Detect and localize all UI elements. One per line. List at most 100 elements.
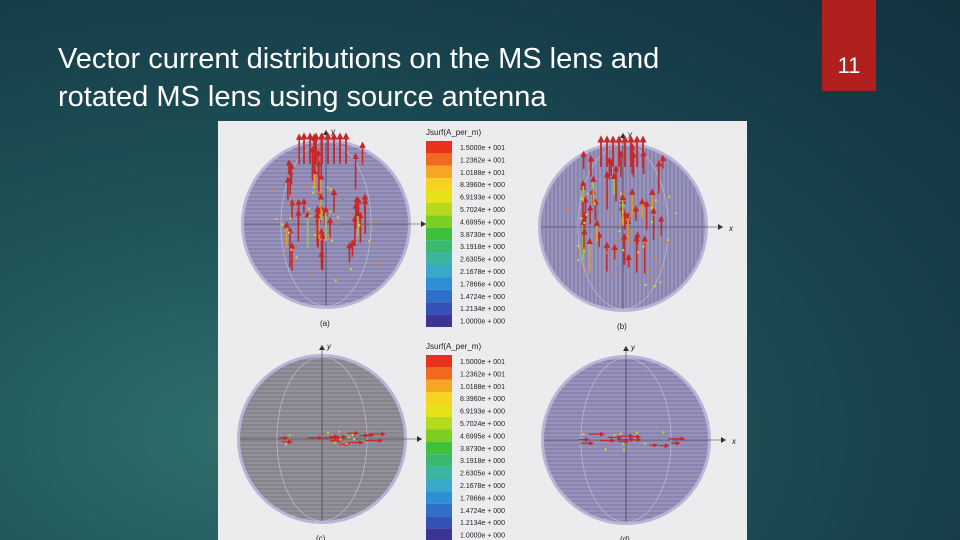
legend-title: Jsurf(A_per_m) bbox=[426, 342, 481, 351]
current-dot bbox=[272, 188, 276, 192]
x-axis-arrow bbox=[421, 221, 426, 227]
current-dot bbox=[345, 442, 348, 445]
vector-field bbox=[567, 135, 678, 288]
legend-swatch bbox=[426, 227, 452, 241]
current-dot bbox=[604, 196, 607, 199]
current-dot bbox=[619, 432, 622, 435]
legend-swatch bbox=[426, 479, 452, 492]
current-distribution-figure: xy(a)xy(b)xy(c)xy(d) Jsurf(A_per_m)1.500… bbox=[218, 121, 747, 540]
current-dot bbox=[567, 206, 570, 209]
current-dot bbox=[644, 283, 647, 287]
legend-value: 3.8730e + 000 bbox=[460, 232, 505, 239]
current-dot bbox=[351, 433, 354, 436]
current-dot bbox=[347, 210, 351, 213]
current-dot bbox=[333, 442, 336, 445]
current-dot bbox=[622, 443, 625, 446]
current-dot bbox=[287, 231, 291, 234]
current-dot bbox=[579, 216, 583, 220]
current-dot bbox=[653, 257, 656, 260]
current-dot bbox=[295, 256, 298, 259]
lens-panel: xy(c) bbox=[237, 342, 433, 540]
current-dot bbox=[643, 442, 647, 445]
legend-swatch bbox=[426, 367, 452, 380]
current-dot bbox=[327, 235, 331, 238]
legend-swatch bbox=[426, 466, 452, 479]
legend-swatch bbox=[426, 355, 452, 368]
current-dot bbox=[593, 202, 596, 205]
legend-value: 1.2362e + 001 bbox=[460, 371, 505, 378]
legend-value: 1.2134e + 000 bbox=[460, 306, 505, 313]
current-dot bbox=[577, 249, 580, 252]
current-dot bbox=[334, 279, 337, 282]
current-dot bbox=[577, 259, 580, 262]
current-dot bbox=[659, 266, 663, 270]
legend-value: 4.6995e + 000 bbox=[460, 433, 505, 440]
legend-value: 1.0000e + 000 bbox=[460, 533, 505, 540]
x-axis-label: x bbox=[731, 437, 737, 446]
legend-swatch bbox=[426, 404, 452, 417]
current-dot bbox=[310, 229, 313, 232]
current-dot bbox=[358, 224, 361, 227]
current-dot bbox=[667, 195, 671, 198]
color-legend: Jsurf(A_per_m) 1.5000e + 001 1.2362e + 001… bbox=[426, 342, 505, 540]
current-dot bbox=[581, 267, 584, 270]
current-dot bbox=[621, 249, 625, 252]
legend-swatch bbox=[426, 314, 452, 327]
legend-swatch bbox=[426, 252, 452, 265]
current-dot bbox=[284, 253, 287, 257]
current-dot bbox=[336, 216, 340, 219]
vector-field bbox=[578, 431, 686, 451]
current-dot bbox=[352, 438, 356, 441]
legend-value: 2.6305e + 000 bbox=[460, 257, 505, 264]
y-axis-label: y bbox=[330, 127, 336, 136]
current-dot bbox=[636, 251, 640, 254]
current-dot bbox=[659, 281, 662, 284]
legend-value: 1.7866e + 000 bbox=[460, 495, 505, 502]
page-number-badge: 11 bbox=[822, 0, 876, 91]
current-dot bbox=[290, 248, 293, 251]
panel-label: (a) bbox=[320, 319, 330, 328]
current-dot bbox=[619, 192, 623, 195]
legend-value: 1.5000e + 001 bbox=[460, 145, 505, 152]
legend-swatch bbox=[426, 277, 452, 290]
current-dot bbox=[653, 284, 656, 288]
legend-value: 1.4724e + 000 bbox=[460, 294, 505, 301]
lens-panel: xy(a) bbox=[241, 127, 437, 328]
legend-value: 6.9193e + 000 bbox=[460, 409, 505, 416]
legend-value: 1.2134e + 000 bbox=[460, 520, 505, 527]
legend-swatch bbox=[426, 379, 452, 393]
current-dot bbox=[583, 221, 586, 225]
current-dot bbox=[307, 207, 311, 210]
legend-swatch bbox=[426, 289, 452, 303]
legend-value: 1.0188e + 001 bbox=[460, 384, 505, 391]
current-dot bbox=[371, 244, 374, 248]
legend-swatch bbox=[426, 265, 452, 278]
current-dot bbox=[622, 193, 626, 197]
current-dot bbox=[377, 264, 380, 267]
legend-value: 1.0000e + 000 bbox=[460, 319, 505, 326]
current-dot bbox=[654, 199, 658, 202]
current-dot bbox=[349, 267, 353, 271]
legend-swatch bbox=[426, 190, 452, 203]
legend-swatch bbox=[426, 503, 452, 517]
current-dot bbox=[312, 265, 316, 268]
legend-swatch bbox=[426, 165, 452, 179]
current-dot bbox=[662, 431, 665, 434]
current-dot bbox=[618, 239, 622, 242]
current-dot bbox=[650, 220, 654, 224]
y-axis-label: y bbox=[627, 130, 633, 139]
legend-swatch bbox=[426, 441, 452, 455]
current-dot bbox=[347, 436, 350, 439]
current-dot bbox=[342, 198, 345, 201]
slide-title: Vector current distributions on the MS l… bbox=[58, 40, 778, 116]
current-dot bbox=[311, 275, 314, 278]
title-line-1: Vector current distributions on the MS l… bbox=[58, 43, 660, 75]
current-dot bbox=[284, 443, 288, 446]
current-dot bbox=[326, 186, 329, 189]
y-axis-label: y bbox=[326, 342, 332, 351]
current-dot bbox=[368, 239, 371, 243]
current-dot bbox=[644, 241, 647, 245]
vector-field bbox=[272, 132, 380, 282]
current-dot bbox=[653, 213, 656, 217]
current-dot bbox=[675, 212, 678, 215]
